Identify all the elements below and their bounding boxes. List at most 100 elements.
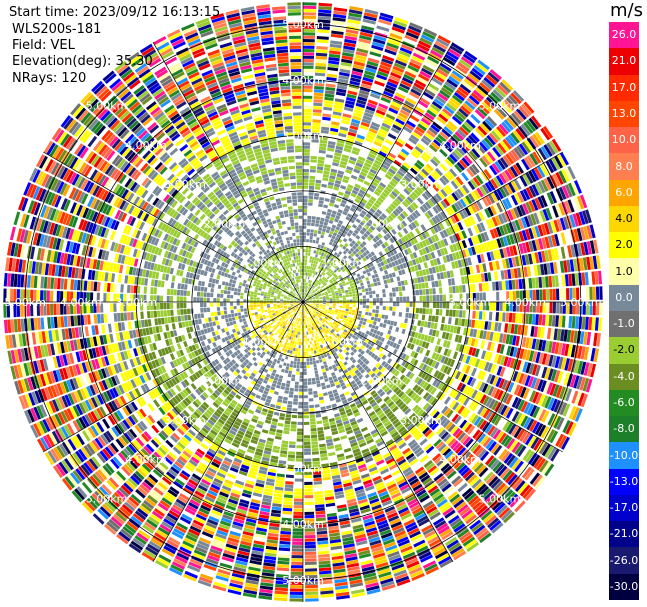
range-ring-label: 5.00km — [86, 492, 128, 505]
range-ring-label: 3.00km — [282, 129, 324, 142]
colorbar-segment — [609, 232, 639, 259]
colorbar-tick-label: 0.0 — [615, 290, 633, 304]
azimuth-spoke — [302, 42, 454, 303]
instrument-label: WLS200s-181 — [12, 22, 102, 37]
range-ring-label: 4.00km — [439, 453, 481, 466]
range-ring-label: 1.00km — [322, 257, 364, 270]
colorbar-tick-label: -6.0 — [613, 395, 635, 409]
colorbar-segment — [609, 389, 639, 417]
elevation-label: Elevation(deg): 35.30 — [12, 54, 153, 69]
colorbar-tick-label: -21.0 — [609, 527, 639, 541]
range-ring-label: 3.00km — [400, 178, 442, 191]
colorbar-segment — [609, 521, 639, 548]
range-ring-label: 2.00km — [361, 217, 403, 230]
colorbar-segment — [609, 179, 639, 207]
velocity-gate-group — [11, 4, 599, 592]
range-ring-label: 2.00km — [361, 375, 403, 388]
range-ring-label: 1.00km — [243, 335, 285, 348]
colorbar-tick-label: -1.0 — [613, 317, 635, 331]
colorbar-tick-label: 17.0 — [611, 80, 637, 94]
range-ring-label: 2.00km — [204, 217, 246, 230]
range-ring-label: 5.00km — [86, 100, 128, 113]
range-ring-label: 4.00km — [439, 139, 481, 152]
azimuth-spoke — [43, 151, 304, 303]
azimuth-spoke — [302, 151, 563, 303]
nrays-label: NRays: 120 — [12, 71, 87, 86]
colorbar-segment — [609, 258, 639, 286]
velocity-gates — [3, 2, 603, 602]
colorbar-tick-label: -2.0 — [613, 343, 635, 357]
colorbar-segment — [609, 573, 639, 601]
range-ring-label: 3.00km — [116, 296, 158, 309]
colorbar-tick-label: 4.0 — [615, 212, 633, 226]
colorbar-segment — [609, 468, 639, 496]
colorbar-segment — [609, 494, 639, 522]
colorbar-tick-label: 21.0 — [611, 54, 637, 68]
colorbar-tick-label: 2.0 — [615, 238, 633, 252]
range-ring-label: 4.00km — [125, 139, 167, 152]
velocity-gate-group — [18, 9, 590, 595]
range-ring-label: 4.00km — [60, 296, 102, 309]
range-ring-label: 3.00km — [164, 414, 206, 427]
colorbar-segment — [609, 337, 639, 365]
azimuth-spoke — [152, 42, 304, 303]
range-ring-label: 3.00km — [164, 178, 206, 191]
range-ring-label: 5.00km — [479, 492, 521, 505]
range-ring-label: 4.00km — [282, 74, 324, 87]
range-ring-label: 1.00km — [322, 335, 364, 348]
colorbar-segment — [609, 100, 639, 128]
colorbar-tick-label: 13.0 — [611, 106, 637, 120]
range-ring-label: 5.00km — [560, 296, 602, 309]
colorbar-segment — [609, 205, 639, 233]
velocity-gate-group — [27, 14, 593, 602]
velocity-gate-group — [25, 9, 603, 598]
range-ring-label: 5.00km — [282, 574, 324, 587]
velocity-gate-group — [3, 9, 603, 595]
range-ring-label: 4.00km — [282, 518, 324, 531]
range-ring-label: 5.00km — [479, 100, 521, 113]
colorbar-segment — [609, 416, 639, 443]
colorbar-segment — [609, 311, 639, 338]
azimuth-spoke — [302, 301, 563, 453]
azimuth-spoke — [43, 301, 304, 453]
colorbar-tick-label: -17.0 — [609, 501, 639, 515]
colorbar-tick-label: -30.0 — [609, 579, 639, 593]
start-time-label: Start time: 2023/09/12 16:13:15 — [9, 5, 221, 20]
range-ring-label: 4.00km — [125, 453, 167, 466]
colorbar-tick-label: 10.0 — [611, 133, 637, 147]
range-ring-label: 1.00km — [243, 257, 285, 270]
colorbar-segment — [609, 22, 639, 49]
range-ring-label: 5.00km — [4, 296, 46, 309]
colorbar-tick-label: -13.0 — [609, 474, 639, 488]
colorbar-tick-label: 1.0 — [615, 264, 633, 278]
azimuth-spoke — [302, 301, 454, 562]
colorbar-tick-label: -8.0 — [613, 422, 635, 436]
colorbar-segment — [609, 127, 639, 154]
ppi-velocity-plot: 1.00km 1.00km 1.00km 1.00km 2.00km 2.00km 2.00… — [3, 2, 603, 602]
colorbar: 26.0 21.0 17.0 13.0 10.0 8.0 6.0 4.0 2.0 1.0 0.0 -1… — [609, 22, 647, 601]
colorbar-tick-label: 6.0 — [615, 185, 633, 199]
field-label: Field: VEL — [12, 38, 75, 53]
colorbar-tick-label: -4.0 — [613, 369, 635, 383]
colorbar-unit: m/s — [610, 0, 643, 21]
range-ring-label: 2.00km — [204, 375, 246, 388]
range-ring-label: 3.00km — [400, 414, 442, 427]
colorbar-segment — [609, 442, 639, 470]
colorbar-segment — [609, 363, 639, 391]
velocity-gate-group — [3, 5, 603, 594]
colorbar-tick-label: 8.0 — [615, 159, 633, 173]
colorbar-segment — [609, 547, 639, 575]
colorbar-segment — [609, 284, 639, 312]
range-ring-label: 3.00km — [449, 296, 491, 309]
colorbar-tick-label: -10.0 — [609, 448, 639, 462]
colorbar-segment — [609, 74, 639, 102]
colorbar-segment — [609, 48, 639, 76]
colorbar-segment — [609, 153, 639, 181]
range-ring-label: 4.00km — [504, 296, 546, 309]
azimuth-spoke — [152, 301, 304, 562]
range-ring-label: 5.00km — [282, 18, 324, 31]
colorbar-tick-label: 26.0 — [611, 28, 637, 42]
range-ring-label: 3.00km — [282, 463, 324, 476]
colorbar-tick-label: -26.0 — [609, 553, 639, 567]
radar-center-marker — [301, 300, 305, 304]
